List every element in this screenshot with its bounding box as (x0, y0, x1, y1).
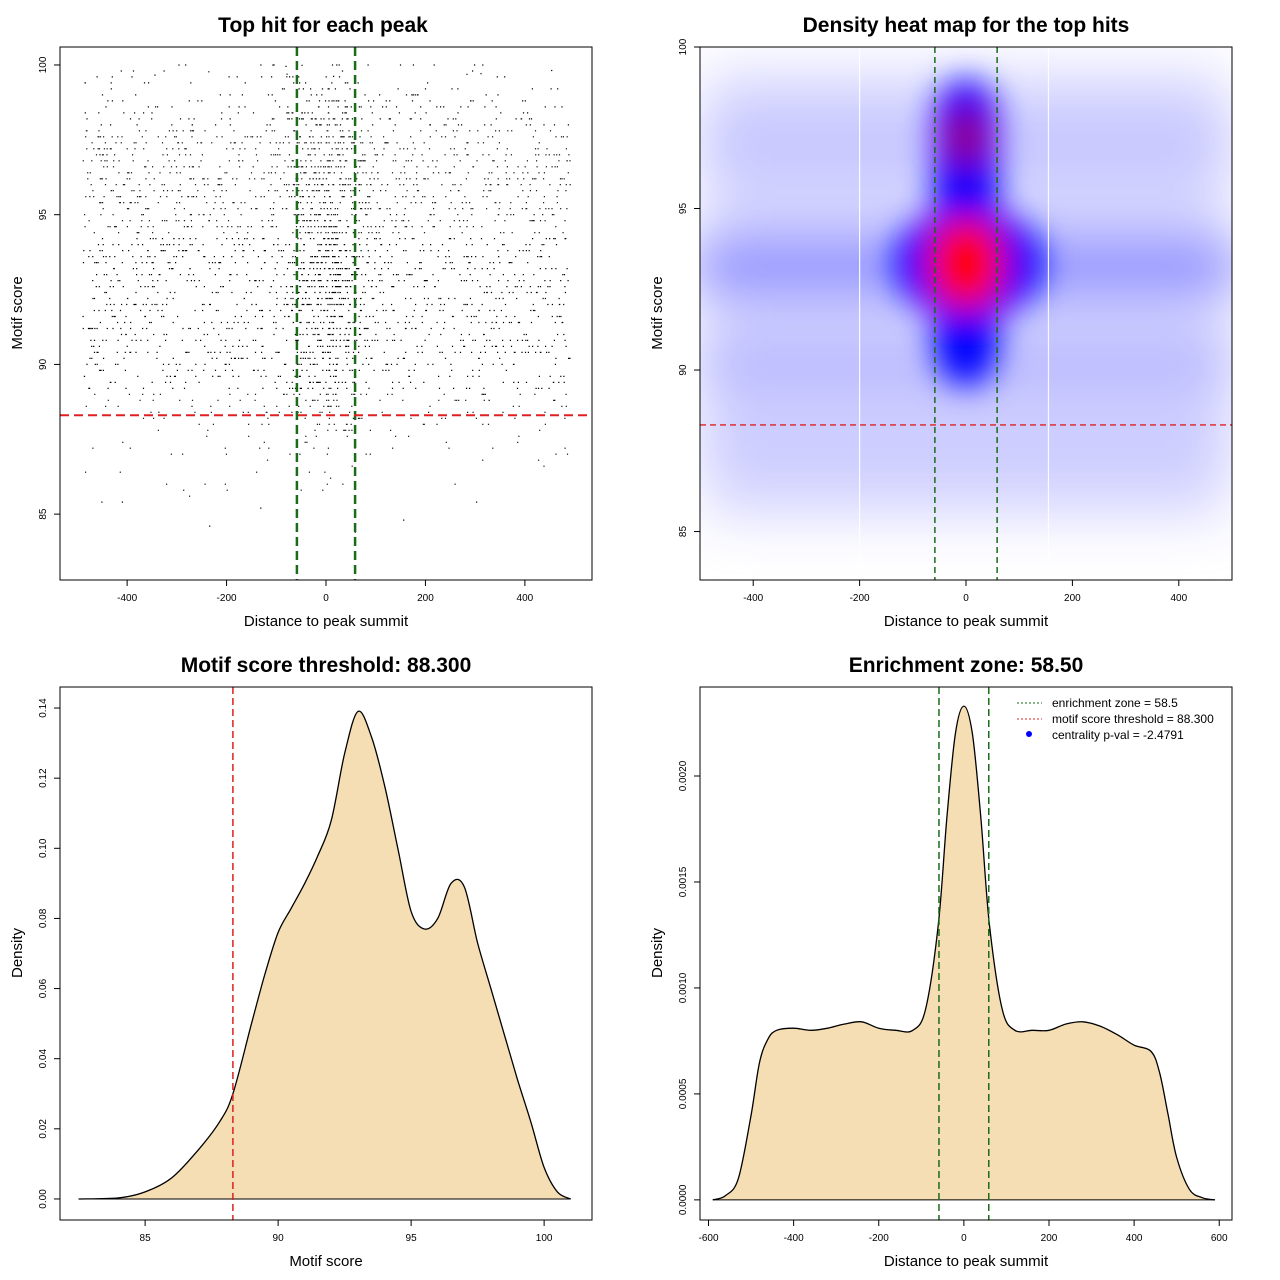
x-tick-label: 400 (1126, 1233, 1143, 1244)
plot-frame (59, 46, 593, 581)
y-tick-label: 0.0010 (678, 972, 689, 1003)
plot-frame (699, 686, 1233, 1221)
panel-title: Density heat map for the top hits (803, 14, 1130, 37)
x-tick-label: -400 (117, 593, 137, 604)
legend-swatch-pval (1026, 731, 1032, 737)
y-tick-label: 0.00 (38, 1189, 49, 1209)
x-tick-label: 400 (517, 593, 534, 604)
legend-label-threshold: motif score threshold = 88.300 (1052, 712, 1214, 726)
distance-density-panel: Enrichment zone: 58.50 Distance to peak … (649, 654, 1233, 1270)
panel-title: Enrichment zone: 58.50 (849, 654, 1084, 677)
legend-label-enrichment: enrichment zone = 58.5 (1052, 696, 1178, 710)
x-axis-label: Motif score (289, 1253, 362, 1270)
score-density-panel: Motif score threshold: 88.300 Motif scor… (9, 654, 593, 1270)
x-tick-label: -400 (743, 593, 763, 604)
x-tick-label: 0 (323, 593, 329, 604)
x-tick-label: 95 (406, 1233, 418, 1244)
panel-title: Motif score threshold: 88.300 (181, 654, 472, 677)
x-tick-label: -200 (217, 593, 237, 604)
axes: -400 -200 0 200 400 85 90 95 100 (38, 56, 534, 604)
x-axis-label: Distance to peak summit (244, 613, 409, 630)
y-tick-label: 100 (38, 56, 49, 73)
x-tick-label: 100 (536, 1233, 553, 1244)
density-curve (78, 710, 572, 1200)
panel-title: Top hit for each peak (218, 14, 428, 37)
x-tick-label: 90 (273, 1233, 285, 1244)
density-area (78, 711, 571, 1199)
y-axis-label: Density (9, 927, 26, 978)
y-tick-label: 0.02 (38, 1119, 49, 1139)
x-tick-label: -400 (784, 1233, 804, 1244)
density-hotspot (928, 217, 1004, 310)
y-tick-label: 0.04 (38, 1049, 49, 1069)
x-tick-label: 200 (1041, 1233, 1058, 1244)
x-axis-label: Distance to peak summit (884, 613, 1049, 630)
x-tick-label: 200 (417, 593, 434, 604)
y-tick-label: 0.0020 (678, 760, 689, 791)
x-tick-label: 85 (140, 1233, 152, 1244)
x-tick-label: 400 (1170, 593, 1187, 604)
x-tick-label: 200 (1064, 593, 1081, 604)
plot-area (700, 47, 1232, 580)
scatter-panel: Top hit for each peak Distance to peak s… (9, 14, 593, 630)
x-axis-label: Distance to peak summit (884, 1253, 1049, 1270)
y-tick-label: 0.14 (38, 698, 49, 718)
density-hotspot (946, 107, 986, 168)
y-tick-label: 85 (38, 508, 49, 520)
y-tick-label: 85 (678, 526, 689, 538)
x-tick-label: -200 (869, 1233, 889, 1244)
scatter-points (82, 64, 571, 533)
x-tick-label: 0 (961, 1233, 967, 1244)
y-tick-label: 90 (678, 364, 689, 376)
legend: enrichment zone = 58.5 motif score thres… (1017, 696, 1214, 742)
x-tick-label: -200 (850, 593, 870, 604)
y-tick-label: 0.06 (38, 978, 49, 998)
y-tick-label: 95 (678, 203, 689, 215)
plot-area (712, 687, 1216, 1220)
legend-label-pval: centrality p-val = -2.4791 (1052, 728, 1184, 742)
y-tick-label: 0.12 (38, 768, 49, 788)
y-tick-label: 0.0015 (678, 866, 689, 897)
y-tick-label: 0.08 (38, 908, 49, 928)
density-curve (712, 705, 1216, 1201)
y-tick-label: 0.0000 (678, 1184, 689, 1215)
y-axis-label: Density (649, 927, 666, 978)
y-tick-label: 95 (38, 209, 49, 221)
x-tick-label: 600 (1211, 1233, 1228, 1244)
x-tick-label: -600 (699, 1233, 719, 1244)
y-tick-label: 0.0005 (678, 1078, 689, 1109)
plot-frame (59, 686, 593, 1221)
plot-area (60, 47, 592, 580)
y-axis-label: Motif score (649, 276, 666, 349)
heatmap-core-layer (893, 79, 1044, 387)
y-axis-label: Motif score (9, 276, 26, 349)
y-tick-label: 0.10 (38, 838, 49, 858)
plot-area (78, 687, 572, 1220)
y-tick-label: 90 (38, 358, 49, 370)
heatmap-panel: Density heat map for the top hits Distan… (649, 14, 1233, 630)
density-area (712, 706, 1215, 1200)
plot-frame (699, 46, 1233, 581)
y-tick-label: 100 (678, 38, 689, 55)
density-band (700, 419, 1232, 450)
x-tick-label: 0 (963, 593, 969, 604)
